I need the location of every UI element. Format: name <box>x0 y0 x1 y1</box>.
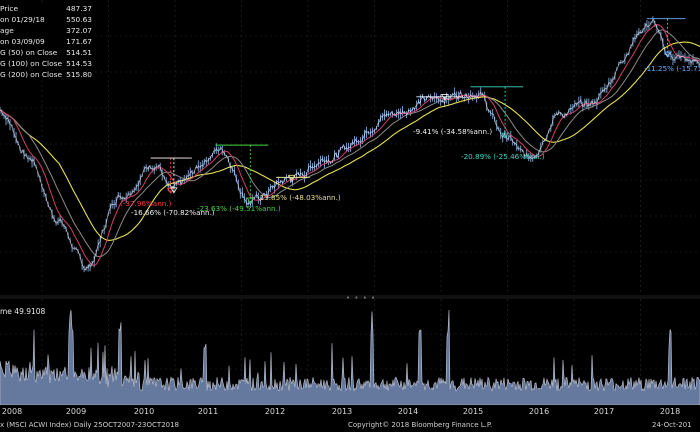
legend-label: Price <box>0 4 19 13</box>
legend-label: on 03/09/09 <box>0 37 45 46</box>
x-tick-label: 2009 <box>65 407 87 416</box>
legend-value: 515.80 <box>66 70 92 79</box>
x-tick-label: 2010 <box>133 407 155 416</box>
x-tick-label: 2018 <box>659 407 681 416</box>
legend-row: G (100) on Close 514.53 <box>0 58 95 69</box>
drawdown-arrow <box>170 187 178 194</box>
legend-row: Price 487.37 <box>0 3 95 14</box>
drawdown-arrow <box>501 132 509 139</box>
footer-copyright: Copyright© 2018 Bloomberg Finance L.P. <box>348 421 493 429</box>
legend-value: 372.07 <box>66 26 92 35</box>
drawdown-arrow <box>440 94 449 101</box>
volume-legend: me 49.9108 <box>0 307 46 316</box>
legend-row: on 01/29/18 550.63 <box>0 14 95 25</box>
ma-50-line <box>0 24 700 267</box>
ma-100-line <box>0 29 700 258</box>
drawdown-label-2018: -11.25% (-15.71%ann.) <box>644 64 700 73</box>
drawdown-arrow <box>246 197 255 204</box>
price-panel[interactable]: Price 487.37 on 01/29/18 550.63 age 372.07 on … <box>0 0 700 295</box>
footer-bar: x (MSCI ACWI Index) Daily 25OCT2007-23OC… <box>0 421 700 432</box>
volume-grid <box>0 299 700 405</box>
legend-label: G (50) on Close <box>0 48 58 57</box>
volume-chart[interactable] <box>0 299 700 406</box>
drawdown-arrow <box>663 51 672 58</box>
drawdown-arrow <box>288 174 296 182</box>
ma-200-line <box>0 41 700 241</box>
legend-label: age <box>0 26 14 35</box>
x-tick-label: 2016 <box>528 407 550 416</box>
x-tick-label: 2011 <box>197 407 219 416</box>
legend-label: G (100) on Close <box>0 59 62 68</box>
legend-value: 514.53 <box>66 59 92 68</box>
x-tick-label: 2008 <box>1 407 23 416</box>
x-axis: 2008 2009 2010 2011 2012 2013 2014 2015 … <box>0 405 700 421</box>
footer-security: x (MSCI ACWI Index) Daily 25OCT2007-23OC… <box>0 421 180 429</box>
x-tick-label: 2014 <box>397 407 419 416</box>
price-legend: Price 487.37 on 01/29/18 550.63 age 372.07 on … <box>0 3 95 80</box>
x-tick-label: 2015 <box>462 407 484 416</box>
legend-value: 514.51 <box>66 48 92 57</box>
drawdown-label-2012: -13.85% (-48.03%ann.) <box>257 193 341 202</box>
footer-date: 24-Oct-201 <box>652 421 692 429</box>
drawdown-label-2008: (-37.96%ann.) <box>120 199 172 208</box>
x-tick-label: 2012 <box>264 407 286 416</box>
legend-row: G (200) on Close 515.80 <box>0 69 95 80</box>
volume-panel[interactable]: me 49.9108 <box>0 299 700 406</box>
volume-area <box>0 309 700 406</box>
price-bars <box>0 16 700 273</box>
legend-row: age 372.07 <box>0 25 95 36</box>
x-tick-label: 2017 <box>593 407 615 416</box>
legend-label: G (200) on Close <box>0 70 62 79</box>
legend-label: on 01/29/18 <box>0 15 45 24</box>
legend-value: 487.37 <box>66 4 92 13</box>
drawdown-markers <box>150 18 686 204</box>
x-tick-label: 2013 <box>331 407 353 416</box>
drawdown-arrow <box>166 187 175 195</box>
drawdown-label-2010: -16.66% (-70.82%ann.) <box>131 208 215 217</box>
legend-value: 550.63 <box>66 15 92 24</box>
drawdown-label-2015: -20.89% (-25.46%ann.) <box>461 152 545 161</box>
legend-row: G (50) on Close 514.51 <box>0 47 95 58</box>
legend-value: 171.67 <box>66 37 92 46</box>
drawdown-label-2011: -23.63% (-49.51%ann.) <box>197 204 281 213</box>
price-line <box>0 19 700 271</box>
grid-lines <box>0 0 700 295</box>
panel-splitter[interactable]: • • • • <box>0 294 700 302</box>
price-chart[interactable] <box>0 0 700 295</box>
drawdown-label-2014: -9.41% (-34.58%ann.) <box>413 127 493 136</box>
legend-row: on 03/09/09 171.67 <box>0 36 95 47</box>
